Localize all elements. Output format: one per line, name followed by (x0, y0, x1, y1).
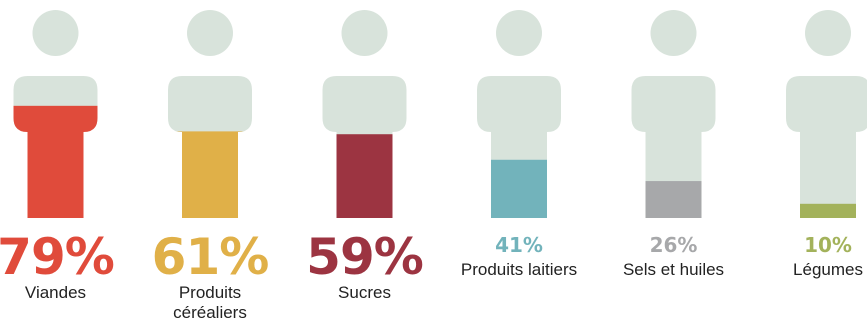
data-label: 41% (495, 233, 543, 257)
data-label: 10% (804, 233, 852, 257)
data-label: 26% (649, 233, 698, 257)
bar-fill (631, 181, 716, 218)
person-body-icon (786, 76, 867, 218)
category-label: Produits laitiers (460, 260, 578, 279)
person-head-icon (650, 10, 697, 56)
person-figure (13, 10, 98, 218)
data-label: 59% (306, 228, 424, 286)
person-head-icon (187, 10, 233, 56)
category-label: Viandes (24, 283, 87, 302)
person-figure (477, 10, 561, 218)
bar-fill (13, 105, 98, 218)
person-head-icon (805, 10, 851, 56)
data-label: 61% (151, 228, 270, 286)
category-label: Sels et huiles (622, 260, 725, 279)
person-head-icon (496, 10, 542, 56)
person-head-icon (32, 10, 79, 56)
category-label: Sucres (338, 283, 391, 302)
bar-fill (477, 159, 561, 218)
bar-fill (322, 134, 407, 218)
category-label: Produits céréaliers (173, 283, 247, 322)
person-figure (322, 10, 407, 218)
data-label: 79% (0, 228, 115, 286)
bar-fill (786, 203, 867, 218)
category-label: Légumes (793, 260, 863, 279)
person-figure (631, 10, 716, 218)
person-figure (786, 10, 867, 218)
person-figure (168, 10, 252, 218)
bar-fill (168, 131, 252, 218)
person-head-icon (341, 10, 388, 56)
